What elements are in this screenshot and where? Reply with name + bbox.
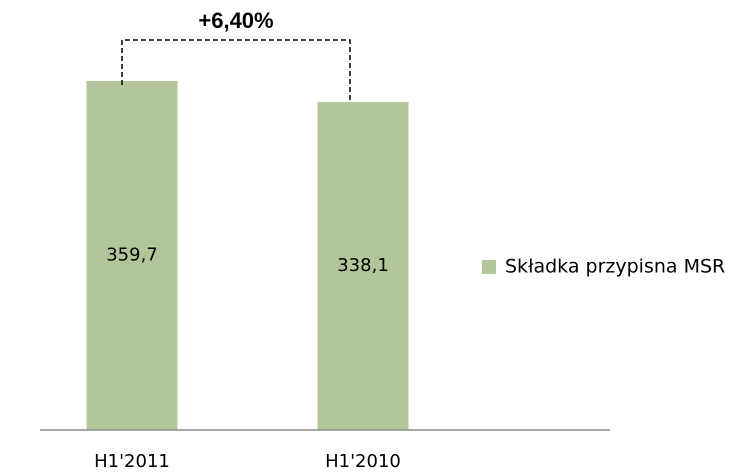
x-tick-label: H1'2010	[325, 451, 401, 472]
legend-label: Składka przypisna MSR	[505, 256, 725, 278]
x-tick-label: H1'2011	[94, 451, 170, 472]
bar	[86, 81, 178, 430]
value-label: 359,7	[106, 245, 158, 266]
bar	[317, 101, 409, 431]
change-annotation: +6,40%	[198, 8, 273, 33]
legend-swatch	[482, 260, 496, 274]
value-label: 338,1	[337, 255, 389, 276]
